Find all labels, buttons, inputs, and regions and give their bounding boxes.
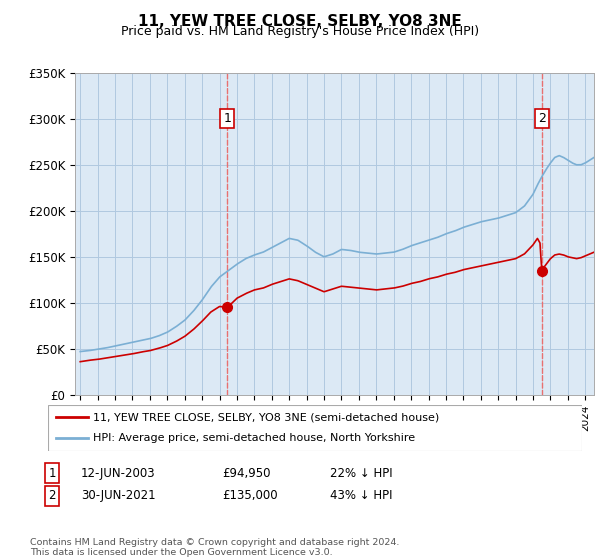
Text: HPI: Average price, semi-detached house, North Yorkshire: HPI: Average price, semi-detached house,…: [94, 433, 416, 444]
Text: 1: 1: [49, 466, 56, 480]
Text: 12-JUN-2003: 12-JUN-2003: [81, 466, 155, 480]
Text: 1: 1: [223, 113, 232, 125]
Text: 2: 2: [538, 113, 545, 125]
Text: 11, YEW TREE CLOSE, SELBY, YO8 3NE (semi-detached house): 11, YEW TREE CLOSE, SELBY, YO8 3NE (semi…: [94, 412, 440, 422]
Text: Price paid vs. HM Land Registry's House Price Index (HPI): Price paid vs. HM Land Registry's House …: [121, 25, 479, 38]
Text: £94,950: £94,950: [222, 466, 271, 480]
Text: 22% ↓ HPI: 22% ↓ HPI: [330, 466, 392, 480]
Text: £135,000: £135,000: [222, 489, 278, 502]
Text: 11, YEW TREE CLOSE, SELBY, YO8 3NE: 11, YEW TREE CLOSE, SELBY, YO8 3NE: [138, 14, 462, 29]
Text: 43% ↓ HPI: 43% ↓ HPI: [330, 489, 392, 502]
Text: Contains HM Land Registry data © Crown copyright and database right 2024.
This d: Contains HM Land Registry data © Crown c…: [30, 538, 400, 557]
Text: 2: 2: [49, 489, 56, 502]
Text: 30-JUN-2021: 30-JUN-2021: [81, 489, 155, 502]
